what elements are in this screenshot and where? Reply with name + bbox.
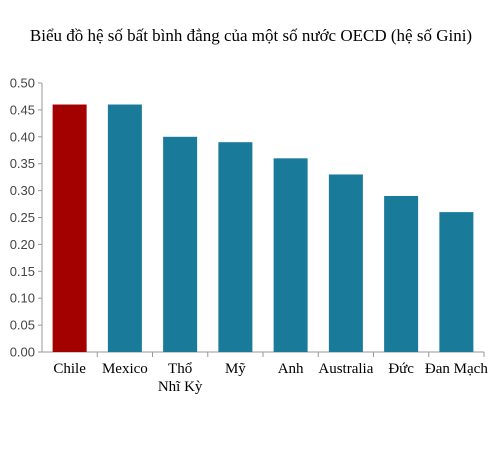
y-tick-label: 0.35 <box>10 156 35 171</box>
x-tick-label: Chile <box>53 361 86 377</box>
bar-3 <box>163 136 198 352</box>
y-tick-label: 0.00 <box>10 345 35 360</box>
y-tick-label: 0.30 <box>10 183 35 198</box>
y-tick-label: 0.20 <box>10 237 35 252</box>
plot-area: 0.00 0.05 0.10 0.15 0.20 0.25 0.30 0.35 0.40 0.45… <box>10 76 489 396</box>
x-tick-label: Australia <box>318 361 373 377</box>
x-tick-label: Mỹ <box>225 361 246 377</box>
bar-6 <box>328 174 363 352</box>
y-tick-label: 0.10 <box>10 291 35 306</box>
bar-4 <box>218 142 253 352</box>
bar-2 <box>107 104 142 353</box>
x-tick-label: Mexico <box>102 361 148 377</box>
bar-8 <box>439 212 474 352</box>
y-tick-label: 0.50 <box>10 76 35 91</box>
x-tick-label: Thổ <box>168 361 192 377</box>
y-tick-label: 0.40 <box>10 129 35 144</box>
y-tick-label: 0.15 <box>10 264 35 279</box>
chart-title: Biểu đồ hệ số bất bình đẳng của một số n… <box>30 26 472 45</box>
bar-7 <box>384 195 419 352</box>
x-tick-label: Anh <box>278 361 304 377</box>
y-tick-label: 0.25 <box>10 210 35 225</box>
y-tick-label: 0.05 <box>10 318 35 333</box>
x-tick-label: Nhĩ Kỳ <box>158 379 203 395</box>
x-tick-label: Đức <box>388 361 414 377</box>
x-tick-label: Đan Mạch <box>425 361 488 377</box>
y-tick-label: 0.45 <box>10 102 35 117</box>
bar-5 <box>273 158 308 352</box>
bar-1 <box>52 104 87 353</box>
